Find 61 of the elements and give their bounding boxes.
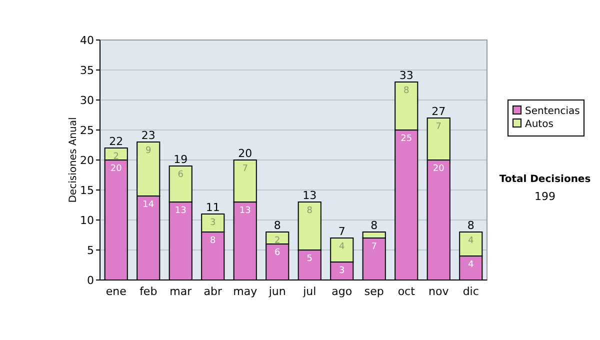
total-label: 8 — [274, 219, 281, 232]
total-label: 23 — [141, 129, 156, 142]
data-label: 25 — [400, 134, 412, 144]
y-tick-label: 10 — [80, 214, 94, 227]
total-label: 13 — [302, 189, 317, 202]
data-label: 6 — [178, 170, 184, 180]
x-tick-label: dic — [462, 285, 479, 298]
data-label: 4 — [339, 242, 346, 252]
y-tick-label: 30 — [80, 94, 94, 107]
x-tick-label: jul — [302, 285, 316, 298]
x-tick-label: abr — [204, 285, 222, 298]
x-tick-label: nov — [428, 285, 450, 298]
x-tick-label: ago — [332, 285, 352, 298]
data-label: 20 — [110, 164, 122, 174]
data-label: 20 — [432, 164, 445, 174]
data-label: 7 — [436, 122, 442, 132]
y-tick-label: 5 — [87, 244, 94, 257]
data-label: 3 — [339, 266, 345, 276]
total-label: 7 — [338, 225, 346, 238]
x-tick-label: sep — [364, 285, 384, 298]
total-label: 33 — [399, 69, 414, 82]
data-label: 7 — [371, 242, 377, 252]
total-label: 8 — [370, 219, 378, 232]
total-label: 27 — [432, 105, 446, 118]
x-tick-label: jun — [268, 285, 286, 298]
data-label: 3 — [210, 218, 216, 228]
text: 199 — [534, 190, 556, 203]
text: Total Decisiones — [499, 174, 591, 185]
data-label: 4 — [468, 260, 474, 270]
data-label: 8 — [210, 236, 216, 246]
y-tick-label: 40 — [80, 34, 94, 47]
data-label: 8 — [306, 206, 313, 216]
total-label: 8 — [467, 219, 474, 232]
y-tick-label: 35 — [80, 64, 94, 77]
y-tick-label: 15 — [80, 184, 94, 197]
data-label: 8 — [404, 86, 410, 96]
y-tick-label: 0 — [87, 274, 94, 287]
total-label: 11 — [206, 201, 220, 214]
data-label: 4 — [468, 236, 474, 246]
total-label: 22 — [109, 135, 124, 148]
data-label: 2 — [274, 236, 280, 246]
data-label: 2 — [113, 152, 119, 162]
total-label: 20 — [238, 147, 252, 160]
x-tick-label: may — [233, 285, 258, 298]
legend-label: Sentencias — [525, 106, 580, 117]
data-label: 13 — [174, 206, 186, 216]
legend-label: Autos — [525, 119, 554, 130]
x-tick-label: feb — [140, 285, 158, 298]
total-label: 19 — [174, 153, 188, 166]
x-tick-label: ene — [106, 285, 127, 298]
data-label: 6 — [274, 248, 281, 258]
data-label: 7 — [242, 164, 248, 174]
data-label: 9 — [146, 146, 152, 156]
y-tick-label: 20 — [80, 154, 94, 167]
y-tick-label: 25 — [80, 124, 94, 137]
data-label: 13 — [239, 206, 251, 216]
data-label: 14 — [142, 200, 154, 210]
y-axis-title: Decisiones Anual — [68, 117, 79, 203]
data-label: 5 — [306, 254, 312, 264]
x-tick-label: mar — [170, 285, 192, 298]
x-tick-label: oct — [398, 285, 416, 298]
